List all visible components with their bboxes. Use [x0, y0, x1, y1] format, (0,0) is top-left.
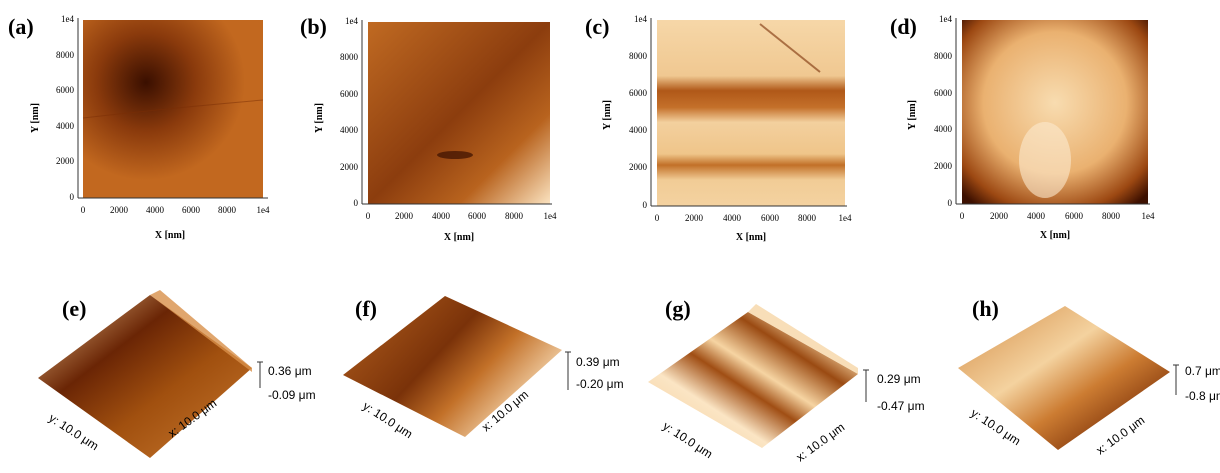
panel-g: (g) 0.29 μm -0.47 μm y: 10.0 μm x: 10.0 …: [648, 296, 925, 464]
x-tick: 8000: [1102, 211, 1121, 221]
x-tick: 1e4: [1142, 211, 1155, 221]
y-tick: 8000: [340, 52, 359, 62]
height-min: -0.20 μm: [576, 377, 624, 391]
x-axis-label: X [nm]: [444, 232, 474, 243]
height-max: 0.36 μm: [268, 364, 312, 378]
x-tick: 4000: [723, 213, 742, 223]
afm-3d-surface-g: [648, 312, 858, 448]
x-tick: 2000: [685, 213, 704, 223]
y-tick: 8000: [934, 51, 953, 61]
panel-letter: (g): [665, 296, 691, 321]
height-max: 0.39 μm: [576, 355, 620, 369]
x-tick: 0: [960, 211, 965, 221]
y-tick: 0: [70, 192, 75, 202]
panel-letter: (e): [62, 296, 86, 321]
panel-letter: (d): [890, 14, 917, 39]
y-tick: 6000: [56, 85, 75, 95]
afm-3d-surface-f: [343, 296, 562, 437]
y-tick: 4000: [629, 125, 648, 135]
y-tick: 1e4: [61, 14, 74, 24]
x-tick: 0: [81, 205, 86, 215]
y-tick: 8000: [56, 50, 75, 60]
height-max: 0.29 μm: [877, 372, 921, 386]
x-tick: 0: [655, 213, 660, 223]
x-tick: 6000: [182, 205, 201, 215]
x-tick: 8000: [798, 213, 817, 223]
afm-image-c: [657, 20, 845, 206]
y-tick: 4000: [340, 125, 359, 135]
x-tick: 2000: [110, 205, 129, 215]
panel-d: (d) 0 2000 4000 6000 8000 1e4 0 2000 400…: [890, 14, 1155, 241]
panel-letter: (c): [585, 14, 609, 39]
y-tick: 1e4: [634, 14, 647, 24]
x-axis-label: X [nm]: [736, 232, 766, 243]
panel-letter: (f): [355, 296, 377, 321]
y-ticks-a: 0 2000 4000 6000 8000 1e4: [56, 14, 75, 202]
x-axis-3d: x: 10.0 μm: [794, 420, 848, 464]
y-tick: 6000: [340, 89, 359, 99]
panel-e: (e) 0.36 μm -0.09 μm y: 10.0 μm x: 10.0 …: [38, 290, 316, 458]
y-tick: 2000: [629, 162, 648, 172]
panel-b: (b) 0 2000 4000 6000 8000 1e4 0 2000 400…: [300, 14, 557, 243]
height-max: 0.7 μm: [1185, 364, 1220, 378]
y-tick: 4000: [56, 121, 75, 131]
x-tick: 0: [366, 211, 371, 221]
panel-f: (f) 0.39 μm -0.20 μm y: 10.0 μm x: 10.0 …: [343, 296, 624, 441]
height-min: -0.8 μm: [1185, 389, 1220, 403]
afm-image-b: [368, 22, 550, 204]
y-axis-label: Y [nm]: [314, 103, 325, 133]
y-tick: 6000: [934, 88, 953, 98]
y-tick: 0: [643, 200, 648, 210]
y-axis-label: Y [nm]: [30, 103, 41, 133]
panel-letter: (b): [300, 14, 327, 39]
y-axis-3d: y: 10.0 μm: [660, 419, 715, 461]
x-tick: 4000: [146, 205, 165, 215]
x-tick: 2000: [990, 211, 1009, 221]
panel-letter: (h): [972, 296, 999, 321]
panel-c: (c) 0 2000 4000 6000 8000 1e4 0 2000 400…: [585, 14, 852, 243]
x-tick: 6000: [761, 213, 780, 223]
x-tick: 1e4: [544, 211, 557, 221]
x-tick: 6000: [1065, 211, 1084, 221]
y-axis-label: Y [nm]: [907, 100, 918, 130]
panel-a: (a) 0 2000 4000 6000 8000 1e4 0 2000 400…: [8, 14, 270, 241]
x-tick: 6000: [468, 211, 487, 221]
afm-3d-surface-e: [38, 295, 252, 458]
y-tick: 2000: [934, 161, 953, 171]
x-ticks-a: 0 2000 4000 6000 8000 1e4: [81, 205, 270, 215]
x-tick: 2000: [395, 211, 414, 221]
x-tick: 8000: [218, 205, 237, 215]
y-tick: 0: [354, 198, 359, 208]
height-min: -0.47 μm: [877, 399, 925, 413]
y-tick: 6000: [629, 88, 648, 98]
y-tick: 2000: [56, 156, 75, 166]
x-axis-label: X [nm]: [155, 230, 185, 241]
panel-letter: (a): [8, 14, 34, 39]
panel-h: (h) 0.7 μm -0.8 μm y: 10.0 μm x: 10.0 μm: [958, 296, 1220, 457]
afm-image-a: [83, 20, 263, 198]
x-axis-label: X [nm]: [1040, 230, 1070, 241]
y-tick: 1e4: [939, 14, 952, 24]
afm-3d-surface-h: [958, 306, 1170, 450]
x-tick: 4000: [432, 211, 451, 221]
x-tick: 4000: [1027, 211, 1046, 221]
y-tick: 8000: [629, 51, 648, 61]
x-tick: 1e4: [257, 205, 270, 215]
y-tick: 0: [948, 198, 953, 208]
y-axis-label: Y [nm]: [602, 100, 613, 130]
y-tick: 2000: [340, 162, 359, 172]
x-tick: 8000: [505, 211, 524, 221]
height-min: -0.09 μm: [268, 388, 316, 402]
y-tick: 1e4: [345, 16, 358, 26]
x-tick: 1e4: [839, 213, 852, 223]
x-axis-3d: x: 10.0 μm: [1094, 413, 1148, 457]
y-tick: 4000: [934, 124, 953, 134]
